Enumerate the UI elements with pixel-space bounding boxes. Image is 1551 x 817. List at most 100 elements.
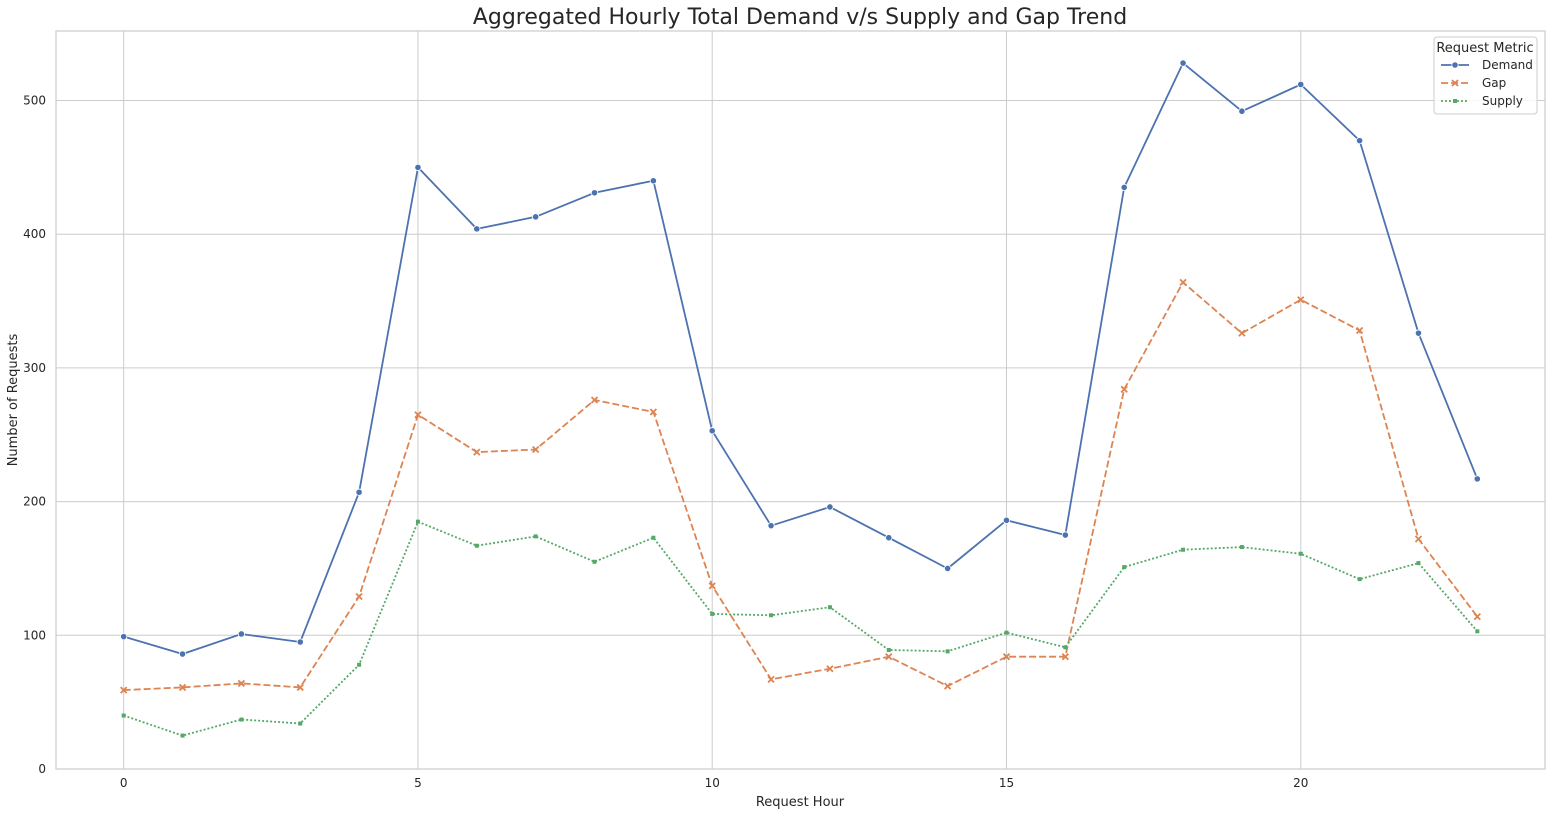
gap-point <box>473 448 481 456</box>
supply-point <box>886 648 891 653</box>
supply-point <box>1239 545 1244 550</box>
legend-label-gap: Gap <box>1482 76 1506 90</box>
x-tick-label: 5 <box>414 776 422 790</box>
supply-point <box>1063 645 1068 650</box>
legend-item-demand: Demand <box>1441 58 1533 72</box>
legend-box <box>1433 36 1538 115</box>
demand-point <box>1061 531 1069 539</box>
gap-point <box>414 411 422 419</box>
gap-point <box>355 592 363 601</box>
demand-point <box>1473 475 1481 483</box>
y-tick-label: 300 <box>23 361 46 375</box>
x-tick-label: 15 <box>999 776 1014 790</box>
supply-point <box>769 613 774 618</box>
plot-frame <box>55 30 1546 770</box>
supply-point <box>1357 577 1362 582</box>
x-axis-ticks: 0 5 10 15 20 <box>120 776 1309 790</box>
demand-point <box>1002 516 1011 524</box>
supply-point <box>827 605 832 610</box>
demand-point <box>178 650 187 658</box>
supply-point <box>592 559 597 564</box>
demand-point <box>1179 59 1187 67</box>
gap-point <box>120 686 128 694</box>
y-tick-label: 400 <box>23 227 46 241</box>
supply-point <box>1004 630 1009 635</box>
gap-point <box>1179 278 1187 286</box>
gap-point <box>1120 385 1128 393</box>
gap-line <box>123 281 1479 691</box>
series-supply <box>121 519 1480 738</box>
y-tick-label: 100 <box>23 628 46 642</box>
demand-point <box>355 488 363 496</box>
demand-point <box>473 225 481 233</box>
supply-point <box>651 535 656 540</box>
supply-point <box>239 717 244 722</box>
gap-point <box>1414 535 1423 543</box>
gap-point <box>1002 653 1011 661</box>
legend: Request Metric Demand Gap Supply <box>1433 36 1538 115</box>
demand-point <box>1297 80 1305 89</box>
series-layer <box>120 59 1481 738</box>
demand-point <box>708 427 716 435</box>
y-tick-label: 0 <box>38 762 46 776</box>
legend-marker-supply <box>1453 99 1457 103</box>
demand-point <box>1414 329 1423 337</box>
supply-point <box>121 713 126 718</box>
legend-label-demand: Demand <box>1482 58 1533 72</box>
supply-point <box>945 649 950 654</box>
y-axis-label: Number of Requests <box>6 333 21 466</box>
y-axis-ticks: 0 100 200 300 400 500 <box>23 94 46 776</box>
x-tick-label: 10 <box>705 776 720 790</box>
gap-point <box>1061 653 1069 661</box>
gap-point <box>826 665 834 673</box>
gap-point <box>178 683 187 692</box>
demand-point <box>944 564 952 573</box>
demand-point <box>1356 137 1364 145</box>
demand-point <box>414 163 422 171</box>
gap-point <box>708 582 716 590</box>
gap-point <box>590 396 599 404</box>
x-tick-label: 20 <box>1293 776 1308 790</box>
supply-point <box>1475 629 1480 634</box>
x-tick-label: 0 <box>120 776 128 790</box>
supply-point <box>415 519 420 524</box>
legend-label-supply: Supply <box>1482 94 1523 108</box>
demand-point <box>532 213 540 221</box>
demand-point <box>885 534 893 542</box>
demand-point <box>237 630 245 638</box>
supply-point <box>1181 547 1186 552</box>
gap-point <box>767 675 775 684</box>
series-gap <box>120 278 1481 694</box>
plot-area <box>55 30 1546 770</box>
legend-marker-demand <box>1451 61 1459 69</box>
gap-point <box>1355 326 1364 335</box>
grid-lines <box>56 31 1545 770</box>
chart-title: Aggregated Hourly Total Demand v/s Suppl… <box>473 5 1127 30</box>
gap-point <box>885 653 893 661</box>
gap-point <box>649 408 658 416</box>
supply-point <box>474 543 479 548</box>
demand-point <box>1120 183 1128 192</box>
gap-point <box>1473 612 1481 621</box>
demand-line <box>123 62 1479 655</box>
gap-point <box>943 682 952 690</box>
demand-point <box>120 633 128 641</box>
demand-point <box>590 189 599 197</box>
gap-point <box>237 679 246 688</box>
gap-point <box>296 683 304 692</box>
supply-point <box>533 534 538 539</box>
demand-point <box>296 638 304 646</box>
demand-point <box>767 522 775 530</box>
demand-point <box>1238 107 1246 115</box>
demand-point <box>649 177 657 185</box>
demand-point <box>826 503 834 511</box>
gap-point <box>532 445 540 454</box>
supply-point <box>710 611 715 616</box>
legend-item-gap: Gap <box>1441 76 1506 90</box>
gap-point <box>1238 329 1246 337</box>
supply-line <box>123 520 1478 737</box>
supply-point <box>1122 565 1127 570</box>
supply-point <box>1416 561 1421 566</box>
series-demand <box>120 59 1481 658</box>
